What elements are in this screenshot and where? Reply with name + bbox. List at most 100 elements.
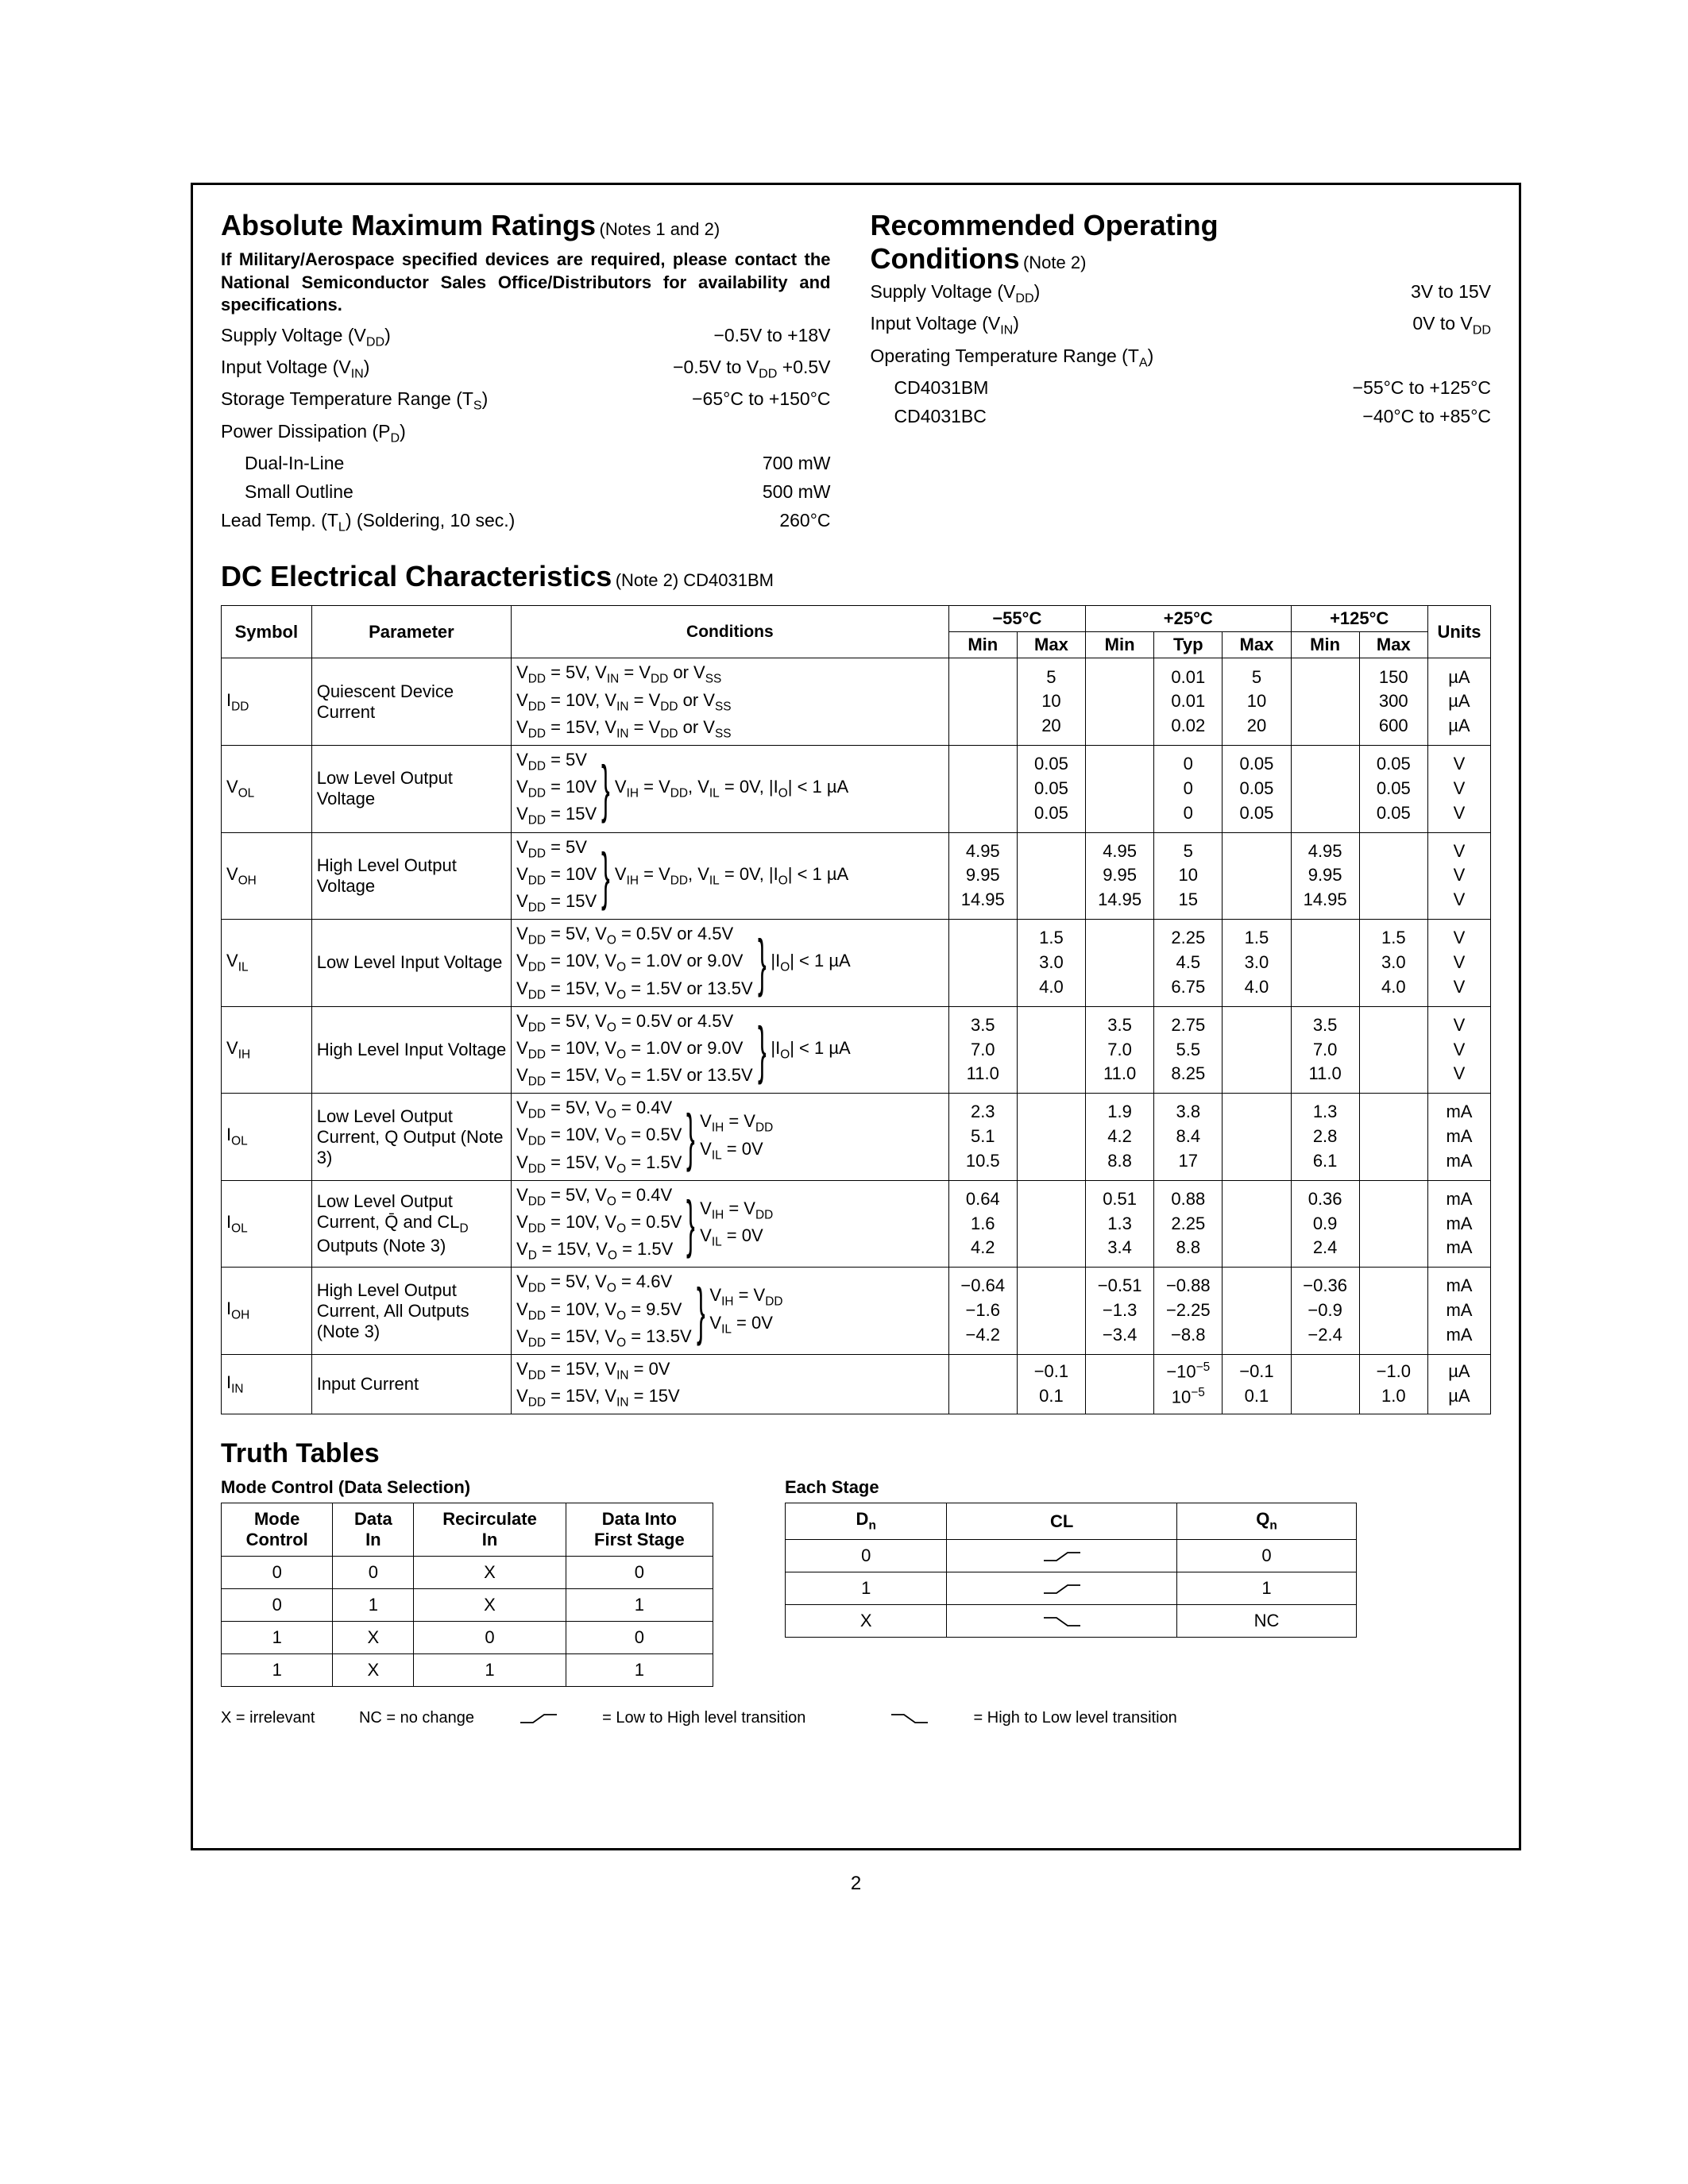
dc-row: IOLLow Level Output Current, Q Output (N… [222,1094,1491,1181]
rising-edge-icon [519,1711,558,1726]
dc-p25-max: 0.050.050.05 [1223,746,1291,833]
tt1-header: ModeControl [222,1503,333,1557]
dc-row: VOHHigh Level Output VoltageVDD = 5VVDD … [222,832,1491,920]
dc-m55-min [948,746,1017,833]
dc-p25-max: 51020 [1223,658,1291,746]
dc-conditions: VDD = 5V, VO = 0.4VVDD = 10V, VO = 0.5VV… [512,1094,949,1181]
dc-p25-min: 0.511.33.4 [1086,1180,1154,1268]
dc-parameter: High Level Input Voltage [311,1006,511,1094]
rating-row: Storage Temperature Range (TS)−65°C to +… [221,387,831,415]
th-max-3: Max [1359,632,1427,658]
th-temp-plus125: +125°C [1291,606,1427,632]
dc-p125-min: 4.959.9514.95 [1291,832,1359,920]
dc-m55-min [948,920,1017,1007]
tt2-cell [947,1604,1177,1637]
dc-m55-min: 0.641.64.2 [948,1180,1017,1268]
dc-m55-max: 1.53.04.0 [1017,920,1085,1007]
tt1-cell: 0 [566,1622,713,1654]
dc-row: IOLLow Level Output Current, Q̄ and CLD … [222,1180,1491,1268]
dc-p125-min [1291,920,1359,1007]
dc-p125-max: −1.01.0 [1359,1354,1427,1414]
rating-label: Operating Temperature Range (TA) [871,344,1491,372]
dc-p25-min [1086,658,1154,746]
th-parameter: Parameter [311,606,511,658]
dc-symbol: IOL [222,1094,312,1181]
dc-units: VVV [1427,920,1490,1007]
dc-row: VOLLow Level Output VoltageVDD = 5VVDD =… [222,746,1491,833]
tt2-cell: NC [1176,1604,1356,1637]
dc-p25-typ: 51015 [1154,832,1223,920]
dc-p125-max: 150300600 [1359,658,1427,746]
tt1-cell: X [333,1622,414,1654]
dc-p25-max [1223,1268,1291,1355]
rating-label: Input Voltage (VIN) [221,355,673,383]
dc-row: VILLow Level Input VoltageVDD = 5V, VO =… [222,920,1491,1007]
th-symbol: Symbol [222,606,312,658]
rec-op-title2: Conditions [871,242,1020,275]
dc-p25-min: 3.57.011.0 [1086,1006,1154,1094]
dc-symbol: VIL [222,920,312,1007]
dc-characteristics-table: Symbol Parameter Conditions −55°C +25°C … [221,605,1491,1414]
tt1-cell: 1 [414,1654,566,1687]
dc-p125-max [1359,1180,1427,1268]
th-temp-minus55: −55°C [948,606,1085,632]
dc-symbol: IOH [222,1268,312,1355]
tt1-cell: X [414,1557,566,1589]
dc-symbol: VOH [222,832,312,920]
rating-label: CD4031BM [871,376,1353,400]
absolute-maximum-ratings: Absolute Maximum Ratings (Notes 1 and 2)… [221,209,831,540]
dc-p25-typ: −10−510−5 [1154,1354,1223,1414]
rec-op-notes: (Note 2) [1023,253,1086,272]
dc-conditions: VDD = 5V, VO = 0.5V or 4.5VVDD = 10V, VO… [512,1006,949,1094]
dc-conditions: VDD = 5V, VIN = VDD or VSSVDD = 10V, VIN… [512,658,949,746]
recommended-operating-conditions: Recommended Operating Conditions (Note 2… [871,209,1491,540]
dc-p25-max [1223,1180,1291,1268]
dc-parameter: Low Level Output Current, Q̄ and CLD Out… [311,1180,511,1268]
th-max-1: Max [1017,632,1085,658]
tt1-cell: 0 [222,1589,333,1622]
tt1-cell: X [333,1654,414,1687]
dc-p25-min: −0.51−1.3−3.4 [1086,1268,1154,1355]
tt2-cell [947,1539,1177,1572]
rating-value: 500 mW [763,480,831,504]
tt2-cell [947,1572,1177,1604]
dc-m55-max [1017,1268,1085,1355]
rating-label: Lead Temp. (TL) (Soldering, 10 sec.) [221,508,779,536]
dc-p25-max: −0.10.1 [1223,1354,1291,1414]
dc-p25-min: 4.959.9514.95 [1086,832,1154,920]
tt1-cell: 1 [222,1654,333,1687]
rating-row: CD4031BC−40°C to +85°C [871,404,1491,429]
rating-value: −0.5V to +18V [713,323,830,351]
tt1-cell: 0 [414,1622,566,1654]
tt2-row: XNC [786,1604,1357,1637]
tt2-row: 00 [786,1539,1357,1572]
rating-row: CD4031BM−55°C to +125°C [871,376,1491,400]
dc-units: VVV [1427,746,1490,833]
legend-rise: = Low to High level transition [519,1709,846,1727]
dc-symbol: VOL [222,746,312,833]
dc-p25-max: 1.53.04.0 [1223,920,1291,1007]
dc-p25-min [1086,920,1154,1007]
rating-label: Input Voltage (VIN) [871,311,1413,339]
dc-p25-typ: 2.755.58.25 [1154,1006,1223,1094]
dc-p125-min: 3.57.011.0 [1291,1006,1359,1094]
dc-m55-max: −0.10.1 [1017,1354,1085,1414]
dc-conditions: VDD = 15V, VIN = 0VVDD = 15V, VIN = 15V [512,1354,949,1414]
tt2-cell: 0 [1176,1539,1356,1572]
th-temp-plus25: +25°C [1086,606,1292,632]
dc-p25-max [1223,1094,1291,1181]
th-units: Units [1427,606,1490,658]
abs-max-notes: (Notes 1 and 2) [600,219,720,239]
dc-m55-max [1017,1094,1085,1181]
tt1-header: Data IntoFirst Stage [566,1503,713,1557]
dc-row: VIHHigh Level Input VoltageVDD = 5V, VO … [222,1006,1491,1094]
tt1-cell: 1 [222,1622,333,1654]
dc-row: IDDQuiescent Device CurrentVDD = 5V, VIN… [222,658,1491,746]
legend-nc: NC = no change [359,1709,474,1727]
tt1-cell: 1 [333,1589,414,1622]
rating-label: Dual-In-Line [221,451,763,476]
rating-value: 260°C [779,508,830,536]
rating-value: −55°C to +125°C [1353,376,1491,400]
dc-conditions: VDD = 5V, VO = 0.5V or 4.5VVDD = 10V, VO… [512,920,949,1007]
rec-op-title1: Recommended Operating [871,209,1219,241]
